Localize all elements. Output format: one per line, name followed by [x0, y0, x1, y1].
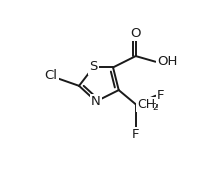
Text: N: N	[91, 95, 101, 108]
Text: F: F	[157, 89, 164, 102]
Text: S: S	[89, 60, 97, 73]
Text: F: F	[132, 128, 140, 141]
Text: CHF: CHF	[137, 98, 162, 111]
Text: Cl: Cl	[44, 69, 57, 82]
Text: O: O	[131, 27, 141, 40]
Text: 2: 2	[152, 103, 158, 112]
Text: OH: OH	[157, 55, 177, 68]
